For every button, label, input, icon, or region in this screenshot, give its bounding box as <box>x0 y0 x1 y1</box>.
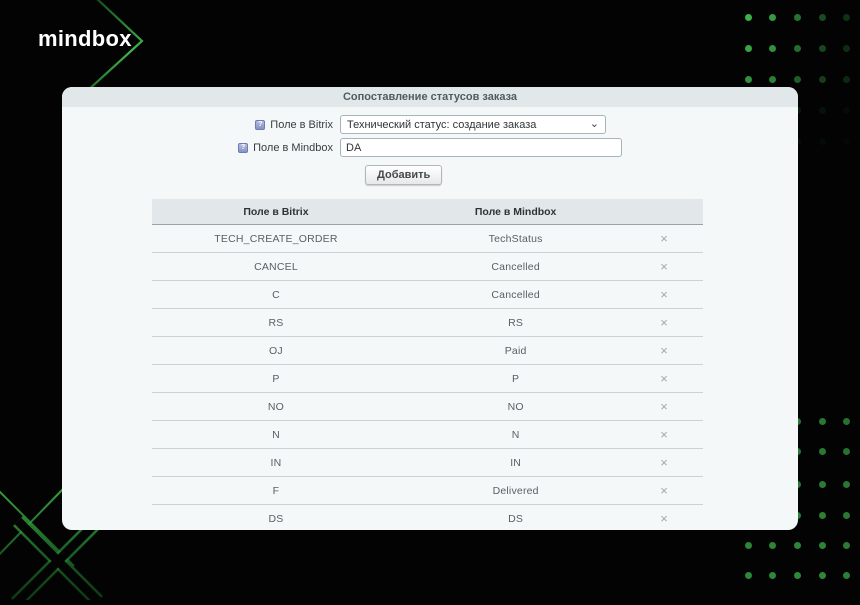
table-row: OJ Paid × <box>152 337 703 365</box>
table-row: N N × <box>152 421 703 449</box>
bitrix-value-cell: P <box>272 372 280 385</box>
remove-row-button[interactable]: × <box>660 370 669 386</box>
remove-row-button[interactable]: × <box>660 314 669 330</box>
table-row: TECH_CREATE_ORDER TechStatus × <box>152 225 703 253</box>
bitrix-value-cell: NO <box>267 400 285 413</box>
mindbox-field-input[interactable] <box>340 138 622 157</box>
mindbox-value-cell: N <box>511 428 520 441</box>
mindbox-value-cell: P <box>512 372 520 385</box>
bitrix-value-cell: DS <box>268 513 284 525</box>
mindbox-value-cell: DS <box>508 513 524 525</box>
remove-row-button[interactable]: × <box>660 258 669 274</box>
remove-row-button[interactable]: × <box>660 426 669 442</box>
bitrix-value-cell: TECH_CREATE_ORDER <box>214 232 338 245</box>
bitrix-status-select[interactable]: Технический статус: создание заказа ⌄ <box>340 115 606 134</box>
remove-row-button[interactable]: × <box>660 511 669 526</box>
panel-header: Сопоставление статусов заказа <box>62 87 798 107</box>
remove-row-button[interactable]: × <box>660 398 669 414</box>
bitrix-value-cell: F <box>272 484 280 497</box>
bitrix-status-selected-value: Технический статус: создание заказа <box>347 118 537 131</box>
mindbox-field-label-row: ? Поле в Mindbox <box>62 138 333 157</box>
table-row: DS DS × <box>152 505 703 530</box>
bitrix-field-label: Поле в Bitrix <box>270 118 333 131</box>
mindbox-value-cell: Cancelled <box>491 260 540 273</box>
bitrix-value-cell: IN <box>270 456 282 469</box>
table-row: P P × <box>152 365 703 393</box>
add-mapping-button[interactable]: Добавить <box>365 165 443 185</box>
table-row: F Delivered × <box>152 477 703 505</box>
status-mapping-panel: Сопоставление статусов заказа ? Поле в B… <box>62 87 798 530</box>
cross-decoration-outline <box>11 516 103 605</box>
bitrix-value-cell: CANCEL <box>254 260 298 273</box>
page-title: Сопоставление статусов заказа <box>342 91 518 103</box>
column-header-bitrix: Поле в Bitrix <box>243 205 309 218</box>
mindbox-value-cell: Cancelled <box>491 288 540 301</box>
table-row: NO NO × <box>152 393 703 421</box>
mindbox-value-cell: TechStatus <box>488 232 543 245</box>
column-header-mindbox: Поле в Mindbox <box>474 205 557 218</box>
remove-row-button[interactable]: × <box>660 342 669 358</box>
mindbox-logo: mindbox <box>38 26 132 51</box>
remove-row-button[interactable]: × <box>660 286 669 302</box>
remove-row-button[interactable]: × <box>660 230 669 246</box>
mindbox-value-cell: Paid <box>504 344 527 357</box>
mindbox-value-cell: Delivered <box>492 484 539 497</box>
bitrix-value-cell: RS <box>268 316 284 329</box>
mindbox-field-label: Поле в Mindbox <box>253 141 333 154</box>
table-row: IN IN × <box>152 449 703 477</box>
bitrix-value-cell: N <box>272 428 280 441</box>
bitrix-value-cell: OJ <box>269 344 283 357</box>
table-row: CANCEL Cancelled × <box>152 253 703 281</box>
remove-row-button[interactable]: × <box>660 454 669 470</box>
bitrix-field-label-row: ? Поле в Bitrix <box>62 115 333 134</box>
table-row: RS RS × <box>152 309 703 337</box>
table-body: TECH_CREATE_ORDER TechStatus × CANCEL Ca… <box>152 225 703 530</box>
table-row: C Cancelled × <box>152 281 703 309</box>
mindbox-value-cell: IN <box>510 456 522 469</box>
status-mapping-table: Поле в Bitrix Поле в Mindbox TECH_CREATE… <box>152 199 703 530</box>
mindbox-value-cell: RS <box>508 316 524 329</box>
help-icon[interactable]: ? <box>255 119 266 130</box>
help-icon[interactable]: ? <box>238 142 249 153</box>
bitrix-value-cell: C <box>272 288 280 301</box>
table-header-row: Поле в Bitrix Поле в Mindbox <box>152 199 703 225</box>
chevron-down-icon: ⌄ <box>589 118 599 130</box>
mindbox-value-cell: NO <box>507 400 524 413</box>
remove-row-button[interactable]: × <box>660 482 669 498</box>
